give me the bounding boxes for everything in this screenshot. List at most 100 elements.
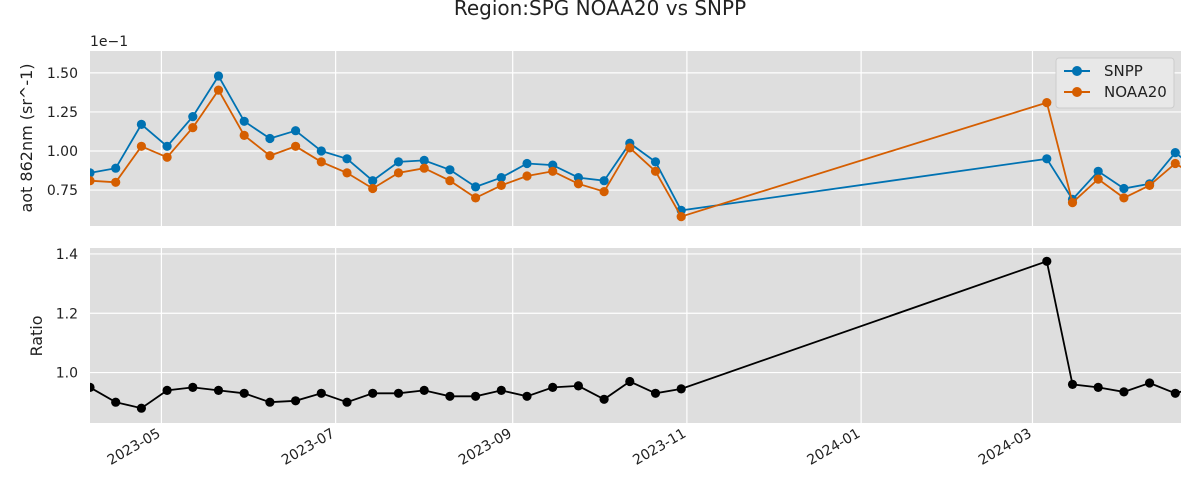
ratio-series-point [599,394,609,404]
snpp-series-point [368,176,378,186]
snpp-series-point [650,157,661,167]
chart-title: Region:SPG NOAA20 vs SNPP [454,0,746,20]
noaa20-series-point [548,166,558,176]
legend: SNPP NOAA20 [1055,57,1175,109]
ratio-series-point [291,396,301,406]
x-tick-label: 2023-11 [630,426,689,469]
ratio-series-point [419,385,429,395]
ratio-panel: 1.0 1.2 1.4 Ratio [27,247,1200,423]
noaa20-series-point [291,141,301,151]
legend-snpp-label: SNPP [1104,62,1143,80]
aot-offset-text: 1e−1 [90,34,128,50]
noaa20-series-point [471,193,481,203]
noaa20-series-point [599,187,609,197]
ratio-series-point [368,388,378,398]
noaa20-series-point [239,130,249,140]
noaa20-series-point [445,176,455,186]
noaa20-series-point [625,143,635,153]
snpp-series-point [291,126,301,136]
ratio-series-point [650,388,661,398]
noaa20-series-point [676,212,686,222]
aot-panel: 0.751.001.251.50 1e−1 aot 862nm (sr^-1) … [17,34,1181,226]
x-tick-label: 2024-03 [976,426,1035,469]
x-tick-label: 2023-07 [279,426,338,469]
y-tick-label: 1.50 [47,66,78,82]
noaa20-series-point [573,179,584,189]
noaa20-series-point [265,151,275,161]
ratio-series-point [496,385,506,395]
ratio-panel-series [90,256,1200,413]
noaa20-series-point [650,166,661,176]
y-tick-label: 1.25 [47,105,78,121]
aot-panel-background [90,51,1181,226]
ratio-series-point [90,382,95,392]
ratio-series-point [445,391,455,401]
ratio-series-point [573,381,584,391]
noaa20-series-point [90,176,95,186]
ratio-series-point [522,391,532,401]
snpp-series-point [239,116,249,126]
x-tick-label: 2024-01 [804,426,863,469]
snpp-series-point [90,168,95,178]
ratio-y-axis-label: Ratio [27,315,46,356]
ratio-series-point [342,397,352,407]
snpp-series-point [136,119,146,129]
x-axis-ticks: 2023-05 2023-07 2023-09 2023-11 2024-01 2024-… [105,426,1035,469]
ratio-series-point [625,376,635,387]
ratio-panel-grid [90,248,1181,423]
noaa20-series-point [213,85,224,95]
noaa20-series-point [1170,158,1180,169]
ratio-series-point [213,385,224,395]
ratio-series-point [188,382,198,392]
noaa20-series-point [1145,180,1155,190]
ratio-series-point [1067,379,1078,389]
snpp-series-point [111,163,121,173]
ratio-series-point [676,384,686,394]
noaa20-series-point [1042,98,1052,108]
snpp-series-point [419,155,429,165]
noaa20-series-line [90,88,1181,218]
ratio-series-point [265,397,275,407]
ratio-series-point [136,403,146,413]
ratio-series-point [1042,256,1052,266]
aot-panel-y-ticks: 0.75 1.00 1.25 1.50 [47,66,78,199]
ratio-series-point [1196,381,1200,390]
ratio-series-point [471,391,481,401]
ratio-series-point [393,388,404,398]
ratio-series-point [1145,378,1155,388]
x-tick-label: 2023-09 [456,426,515,469]
y-tick-label: 0.75 [47,183,78,199]
snpp-series-point [445,165,455,175]
snpp-series-point [1119,183,1129,194]
series-clip-group [90,256,1200,413]
noaa20-series-point [136,141,146,151]
noaa20-series-point [111,177,121,187]
ratio-series-point [239,388,249,398]
ratio-series-point [316,388,326,398]
aot-panel-series [90,71,1181,222]
noaa20-series-point [162,152,172,162]
aot-panel-grid [90,51,1181,226]
y-tick-label: 1.0 [56,366,78,382]
snpp-series-point [522,158,532,169]
y-tick-label: 1.2 [56,306,78,322]
snpp-series-point [496,173,506,183]
noaa20-series-point [419,163,429,173]
snpp-series-line [90,74,1181,212]
snpp-series-point [1042,154,1052,164]
ratio-series-point [1119,387,1129,397]
noaa20-series-point [342,168,352,178]
ratio-series-point [111,397,121,407]
snpp-series-point [1170,148,1180,158]
series-clip-group [90,71,1181,222]
legend-noaa20-label: NOAA20 [1104,83,1167,101]
snpp-series-point [316,146,326,156]
ratio-series-point [162,385,172,395]
ratio-panel-y-ticks: 1.0 1.2 1.4 [56,247,78,382]
x-tick-label: 2023-05 [105,426,164,469]
noaa20-series-point [1093,174,1103,184]
ratio-series-point [548,382,558,392]
snpp-series-point [393,157,404,167]
y-tick-label: 1.00 [47,144,78,160]
